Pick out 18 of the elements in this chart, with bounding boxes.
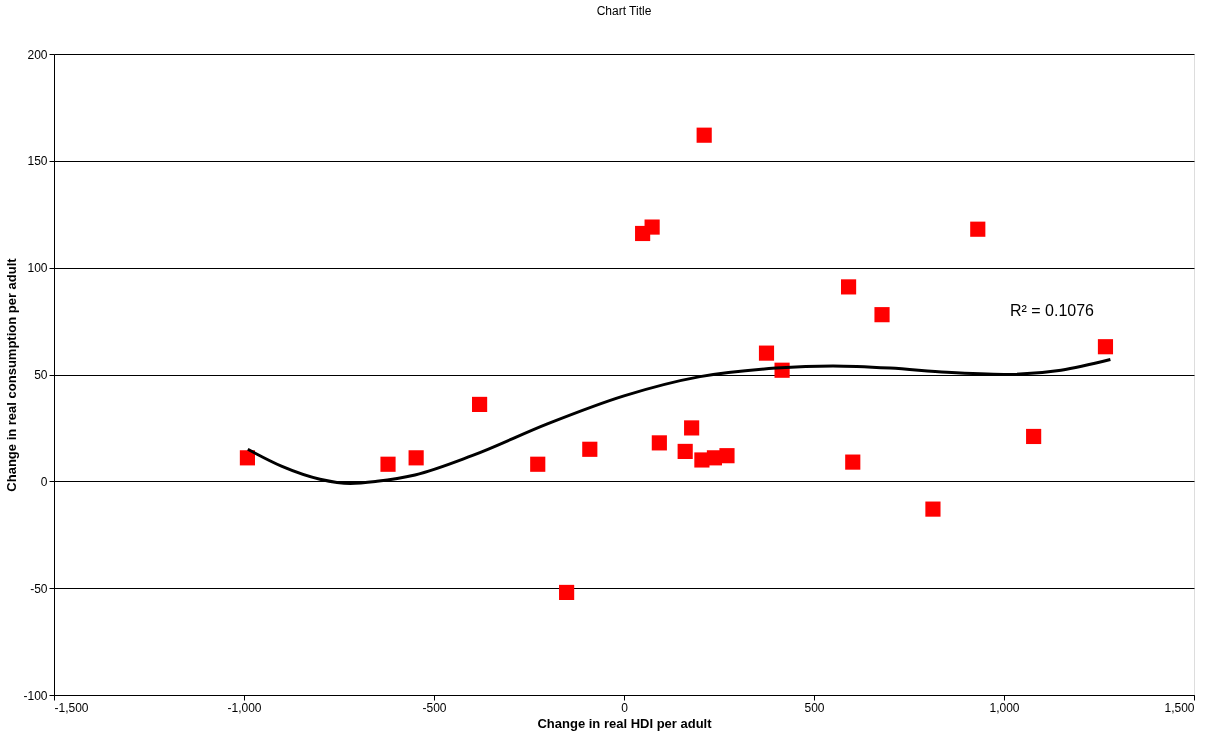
y-tick-label: 200 <box>27 47 48 62</box>
y-tick-label: -100 <box>23 688 48 703</box>
x-tick-label: -1,000 <box>227 700 262 715</box>
y-tick-label: 50 <box>34 368 48 382</box>
annotation: R² = 0.1076 <box>1009 302 1095 319</box>
y-tick-label: -50 <box>30 581 48 596</box>
x-tick-label: -500 <box>422 700 447 715</box>
x-tick-label: 1,500 <box>1164 700 1195 715</box>
x-tick-label: 1,000 <box>989 700 1020 715</box>
x-tick-label: 500 <box>804 700 825 715</box>
y-tick-label: 150 <box>27 154 48 169</box>
y-tick-label: 100 <box>27 261 48 276</box>
y-tick-label: 0 <box>40 474 48 489</box>
chart-title: Chart Title <box>596 4 652 18</box>
y-axis-title: Change in real consumption per adult <box>4 257 20 492</box>
x-tick-label: -1,500 <box>54 700 89 715</box>
x-tick-label: 0 <box>621 700 629 715</box>
x-axis-title: Change in real HDI per adult <box>537 715 713 731</box>
